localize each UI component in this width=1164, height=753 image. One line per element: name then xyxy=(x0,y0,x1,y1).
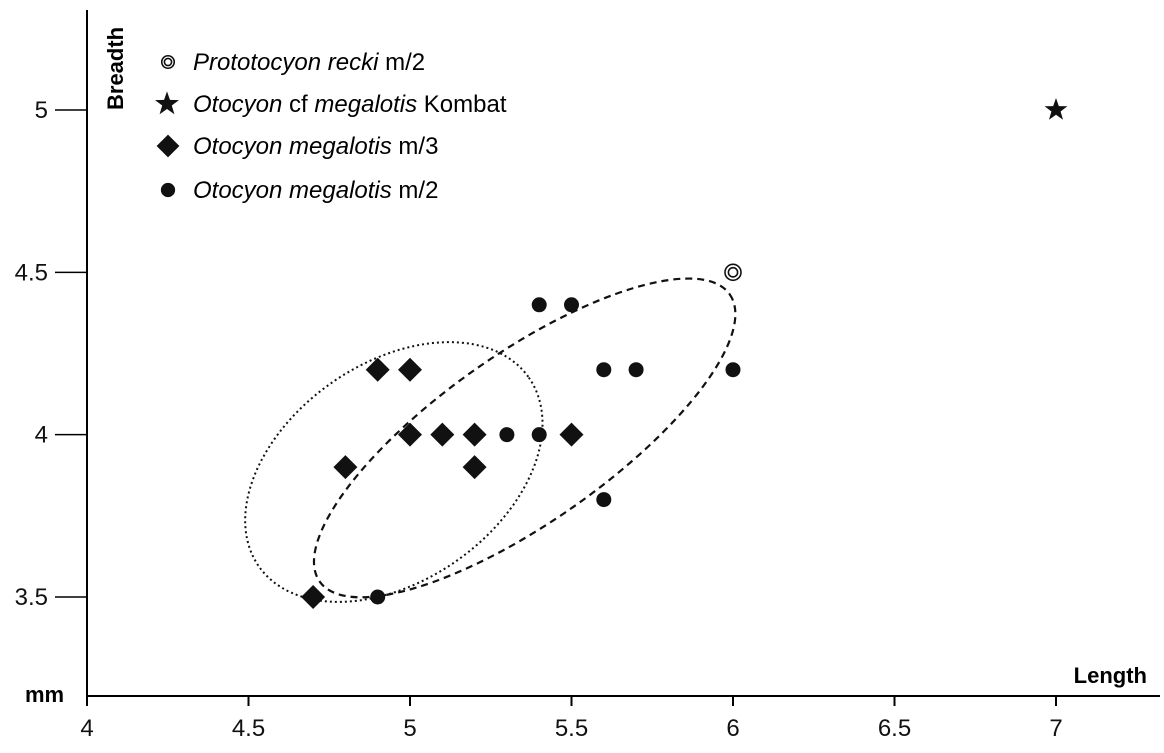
x-tick-label: 4.5 xyxy=(232,715,265,742)
ellipses-layer xyxy=(197,225,779,655)
legend-label-part: Prototocyon recki xyxy=(193,49,379,76)
dot-point xyxy=(596,362,611,377)
legend-label-part: cf xyxy=(282,91,314,118)
legend-label-part: Kombat xyxy=(417,91,507,118)
double-circle-point xyxy=(725,264,741,280)
legend-label: Otocyon megalotis m/3 xyxy=(193,133,438,160)
legend-label: Otocyon megalotis m/2 xyxy=(193,177,438,204)
y-tick-label: 4 xyxy=(35,422,48,449)
legend-label: Otocyon cf megalotis Kombat xyxy=(193,91,507,118)
x-tick-label: 7 xyxy=(1049,715,1062,742)
dot-point xyxy=(596,492,611,507)
diamond-point xyxy=(430,423,454,447)
legend-label: Prototocyon recki m/2 xyxy=(193,49,425,76)
y-axis-title: Breadth xyxy=(103,27,128,110)
legend-label-part: m/3 xyxy=(392,133,439,160)
legend-double-circle-marker xyxy=(162,56,174,68)
legend-label-part: m/2 xyxy=(392,177,439,204)
dot-point xyxy=(726,362,741,377)
y-ticks: 3.5 4 4.5 5 xyxy=(15,97,87,611)
diamond-point xyxy=(366,358,390,382)
dot-point xyxy=(532,427,547,442)
diamond-point xyxy=(560,423,584,447)
y-tick-label: 5 xyxy=(35,97,48,124)
legend-item: Otocyon megalotis m/2 xyxy=(161,177,439,204)
legend-label-part: m/2 xyxy=(378,49,425,76)
x-tick-label: 6 xyxy=(726,715,739,742)
diamond-point xyxy=(463,423,487,447)
x-tick-label: 5 xyxy=(403,715,416,742)
dashed-ellipse xyxy=(271,225,778,650)
dot-point xyxy=(532,297,547,312)
legend-label-part: megalotis xyxy=(314,91,417,118)
x-tick-label: 5.5 xyxy=(555,715,588,742)
diamond-point xyxy=(463,455,487,479)
x-axis-title: Length xyxy=(1074,663,1147,688)
y-tick-label: 3.5 xyxy=(15,584,48,611)
x-tick-label: 4 xyxy=(80,715,93,742)
axes: 4 4.5 5 5.5 6 6.5 7 3.5 4 4.5 5 Length Breadth mm xyxy=(15,10,1160,742)
legend-label-part: Otocyon xyxy=(193,91,282,118)
dot-point xyxy=(564,297,579,312)
dot-point xyxy=(499,427,514,442)
dot-point xyxy=(370,590,385,605)
x-ticks: 4 4.5 5 5.5 6 6.5 7 xyxy=(80,696,1062,742)
legend-star-marker xyxy=(155,91,179,114)
legend-diamond-marker xyxy=(157,135,180,158)
diamond-point xyxy=(333,455,357,479)
unit-label: mm xyxy=(25,682,64,707)
legend-item: Prototocyon recki m/2 xyxy=(162,49,425,76)
star-point xyxy=(1045,98,1068,120)
legend-item: Otocyon cf megalotis Kombat xyxy=(155,91,507,118)
data-points xyxy=(301,98,1067,609)
dotted-ellipse xyxy=(197,288,592,655)
legend: Prototocyon recki m/2 Otocyon cf megaloti… xyxy=(155,49,507,204)
y-tick-label: 4.5 xyxy=(15,259,48,286)
diamond-point xyxy=(398,423,422,447)
legend-item: Otocyon megalotis m/3 xyxy=(157,133,439,160)
legend-dot-marker xyxy=(161,183,175,197)
diamond-point xyxy=(398,358,422,382)
dot-point xyxy=(629,362,644,377)
diamond-point xyxy=(301,585,325,609)
legend-label-part: Otocyon megalotis xyxy=(193,133,392,160)
x-tick-label: 6.5 xyxy=(878,715,911,742)
legend-label-part: Otocyon megalotis xyxy=(193,177,392,204)
